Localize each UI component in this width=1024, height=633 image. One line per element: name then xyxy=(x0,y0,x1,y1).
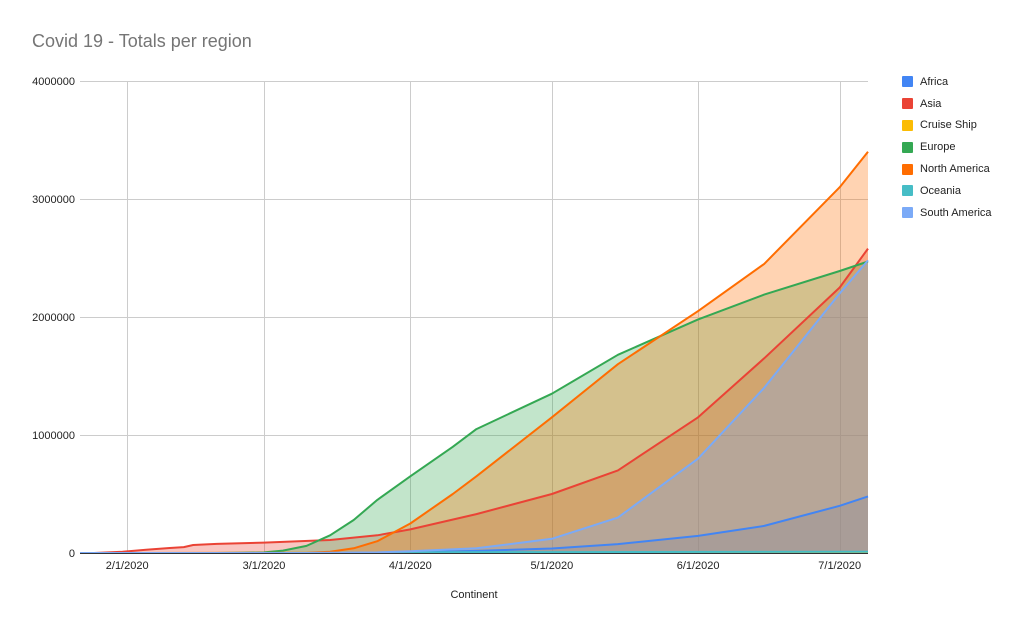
legend-label: Europe xyxy=(920,141,956,154)
legend-label: Oceania xyxy=(920,184,961,197)
legend-swatch xyxy=(902,207,913,219)
legend-swatch xyxy=(902,163,913,175)
legend-swatch xyxy=(902,119,913,131)
x-tick-labels: 2/1/2020 3/1/2020 4/1/2020 5/1/2020 6/1/2020… xyxy=(106,560,861,572)
y-tick-label: 4000000 xyxy=(32,76,75,88)
x-tick-label: 3/1/2020 xyxy=(243,560,286,572)
legend-item-europe[interactable]: Europe xyxy=(902,136,992,158)
series-area-south-america xyxy=(80,260,868,553)
series-line-south-america xyxy=(80,259,869,554)
y-tick-label: 2000000 xyxy=(32,312,75,324)
series-area-asia xyxy=(80,248,868,553)
y-tick-label: 0 xyxy=(69,548,75,560)
legend-item-asia[interactable]: Asia xyxy=(902,93,992,115)
series-area-layer xyxy=(80,151,868,554)
x-axis-title: Continent xyxy=(450,589,497,601)
legend-label: Asia xyxy=(920,97,942,110)
legend-item-north-america[interactable]: North America xyxy=(902,158,992,180)
legend-swatch xyxy=(902,141,913,153)
legend-label: Cruise Ship xyxy=(920,119,977,132)
series-area-north-america xyxy=(80,151,868,554)
chart-title: Covid 19 - Totals per region xyxy=(32,31,252,51)
legend-item-cruise-ship[interactable]: Cruise Ship xyxy=(902,115,992,137)
series-line-north-america xyxy=(79,151,869,554)
x-tick-label: 5/1/2020 xyxy=(530,560,573,572)
legend-label: North America xyxy=(920,163,990,176)
legend-swatch xyxy=(902,98,913,110)
series-line-asia xyxy=(80,248,869,554)
y-tick-label: 1000000 xyxy=(32,430,75,442)
y-tick-labels: 0 1000000 2000000 3000000 4000000 xyxy=(32,76,75,560)
legend-item-south-america[interactable]: South America xyxy=(902,202,992,224)
x-tick-label: 2/1/2020 xyxy=(106,560,149,572)
grid-layer xyxy=(80,81,868,553)
legend-label: Africa xyxy=(920,75,949,88)
x-tick-label: 6/1/2020 xyxy=(677,560,720,572)
legend-item-oceania[interactable]: Oceania xyxy=(902,180,992,202)
legend: Africa Asia Cruise Ship Europe North America… xyxy=(902,71,992,224)
x-tick-label: 4/1/2020 xyxy=(389,560,432,572)
series-area-europe xyxy=(80,261,868,553)
legend-label: South America xyxy=(920,206,992,219)
legend-item-africa[interactable]: Africa xyxy=(902,71,992,93)
legend-swatch xyxy=(902,76,913,88)
legend-swatch xyxy=(902,185,913,197)
x-tick-label: 7/1/2020 xyxy=(818,560,861,572)
y-tick-label: 3000000 xyxy=(32,194,75,206)
